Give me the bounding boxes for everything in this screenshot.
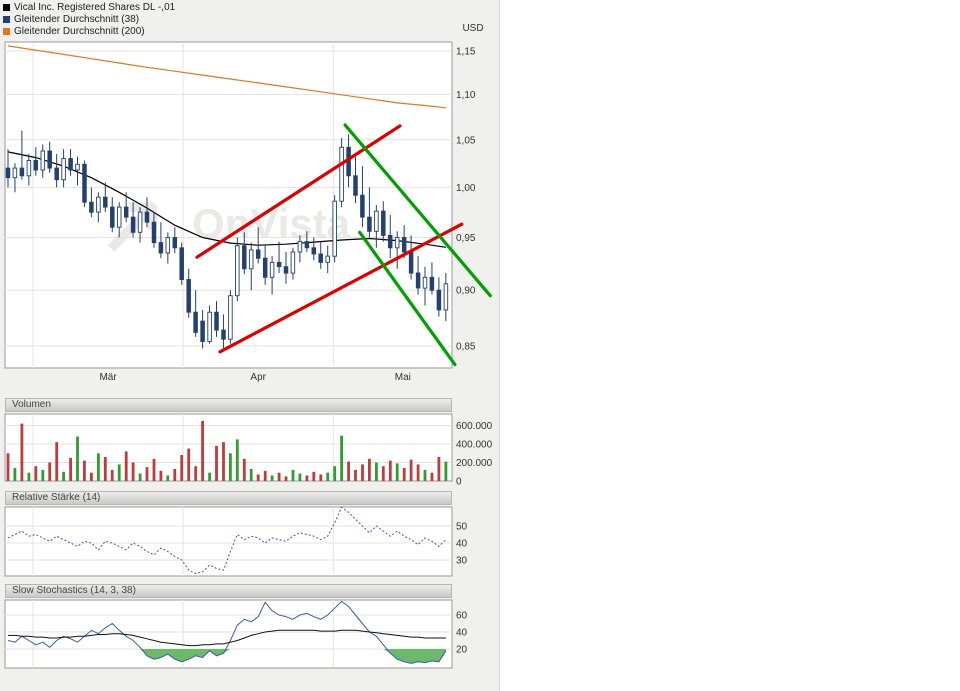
stochastics-plot-area xyxy=(4,599,453,669)
stochastics-%K xyxy=(7,600,447,664)
trendline xyxy=(343,123,492,298)
svg-text:1,05: 1,05 xyxy=(456,135,476,146)
rsi-axis-labels: 50 40 30 xyxy=(456,522,468,567)
trendline xyxy=(358,230,457,367)
trendline xyxy=(218,222,464,354)
svg-text:0,90: 0,90 xyxy=(456,286,476,297)
legend-item: Vical Inc. Registered Shares DL -,01 xyxy=(3,1,175,13)
series-label: Gleitender Durchschnitt (38) xyxy=(14,13,140,25)
series-color-swatch xyxy=(3,27,10,35)
series-color-swatch xyxy=(3,15,10,23)
currency-label: USD xyxy=(462,23,484,34)
legend-item: Gleitender Durchschnitt (38) xyxy=(3,13,175,25)
stochastics-panel-header: Slow Stochastics (14, 3, 38) xyxy=(5,584,452,598)
svg-text:0,85: 0,85 xyxy=(456,342,476,353)
svg-text:Mai: Mai xyxy=(395,372,411,383)
volume-panel-title: Volumen xyxy=(12,399,51,410)
volume-bars xyxy=(6,420,448,482)
chart-widget: Vical Inc. Registered Shares DL -,01 Gle… xyxy=(0,0,500,691)
volume-chart: 600.000 400.000 200.000 0 xyxy=(4,413,493,487)
overlay-MA200 xyxy=(7,45,446,109)
value-gridlines xyxy=(5,525,452,561)
volume-panel-header: Volumen xyxy=(5,398,452,412)
candlestick-series xyxy=(5,130,449,349)
rsi-panel-title: Relative Stärke (14) xyxy=(12,492,101,503)
price-axis-labels: 1,15 1,10 1,05 1,00 0,95 0,90 0,85 xyxy=(456,47,476,353)
stochastics-chart: 60 40 20 xyxy=(4,599,468,669)
svg-text:20: 20 xyxy=(456,645,468,656)
stochastics-panel-title: Slow Stochastics (14, 3, 38) xyxy=(12,585,136,596)
svg-text:30: 30 xyxy=(456,556,468,567)
series-label: Vical Inc. Registered Shares DL -,01 xyxy=(14,1,176,13)
svg-text:1,10: 1,10 xyxy=(456,90,476,101)
svg-text:400.000: 400.000 xyxy=(456,440,493,451)
svg-text:40: 40 xyxy=(456,628,468,639)
month-gridlines xyxy=(32,507,334,576)
oversold-fill xyxy=(8,649,446,664)
rsi-chart: 50 40 30 xyxy=(4,506,468,577)
trendlines xyxy=(195,123,492,367)
volume-axis-labels: 600.000 400.000 200.000 0 xyxy=(456,421,493,487)
svg-text:1,15: 1,15 xyxy=(456,47,476,58)
month-gridlines xyxy=(32,414,334,481)
svg-text:40: 40 xyxy=(456,539,468,550)
series-color-swatch xyxy=(3,3,10,11)
svg-text:0: 0 xyxy=(456,477,462,488)
rsi-plot-area xyxy=(4,506,453,577)
svg-text:0,95: 0,95 xyxy=(456,233,476,244)
svg-text:50: 50 xyxy=(456,522,468,533)
time-axis-labels: Mär Apr Mai xyxy=(99,372,410,383)
svg-text:Mär: Mär xyxy=(99,372,117,383)
svg-text:600.000: 600.000 xyxy=(456,421,493,432)
stochastics-Signal xyxy=(8,629,446,647)
stochastics-axis-labels: 60 40 20 xyxy=(456,611,468,656)
svg-text:200.000: 200.000 xyxy=(456,458,493,469)
svg-text:1,00: 1,00 xyxy=(456,183,476,194)
svg-text:Apr: Apr xyxy=(250,372,266,383)
series-label: Gleitender Durchschnitt (200) xyxy=(14,25,145,37)
rsi-panel-header: Relative Stärke (14) xyxy=(5,491,452,505)
legend: Vical Inc. Registered Shares DL -,01 Gle… xyxy=(3,1,175,37)
overlay-MA38 xyxy=(7,151,446,248)
legend-item: Gleitender Durchschnitt (200) xyxy=(3,25,175,37)
svg-text:60: 60 xyxy=(456,611,468,622)
volume-plot-area xyxy=(4,413,453,482)
